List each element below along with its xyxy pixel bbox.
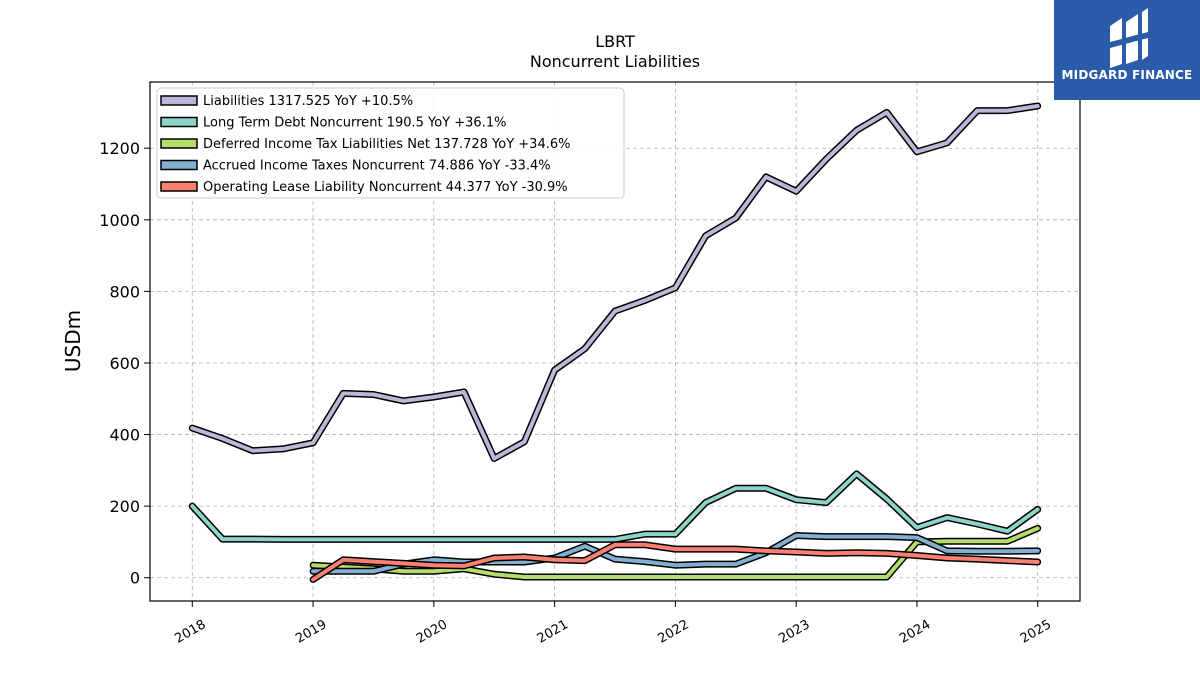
series-line <box>190 104 1040 461</box>
chart-subtitle: Noncurrent Liabilities <box>530 52 700 71</box>
series-line <box>311 533 1040 574</box>
x-tick-label: 2023 <box>776 617 812 647</box>
legend-swatch <box>160 95 198 106</box>
legend-entry: Deferred Income Tax Liabilities Net 137.… <box>203 137 571 152</box>
series-line <box>311 526 1040 579</box>
legend-swatch <box>160 181 198 192</box>
series-1 <box>188 102 1042 462</box>
y-tick-label: 400 <box>109 426 140 445</box>
legend-swatch <box>160 159 198 171</box>
x-tick-label: 2020 <box>414 617 450 647</box>
series-line-outline <box>188 470 1042 543</box>
legend-entry: Long Term Debt Noncurrent 190.5 YoY +36.… <box>203 116 506 131</box>
series-layer <box>188 102 1042 583</box>
brand-name: MIDGARD FINANCE <box>1061 68 1193 82</box>
chart-title: LBRT <box>595 32 635 51</box>
plot-frame <box>149 81 1081 602</box>
legend: Liabilities 1317.525 YoY +10.5% Long Term… <box>156 87 625 199</box>
series-4 <box>309 532 1042 575</box>
brand-logo: MIDGARD FINANCE <box>1054 0 1200 100</box>
legend-entry: Accrued Income Taxes Noncurrent 74.886 Y… <box>203 159 551 174</box>
x-tick-label: 2019 <box>293 617 329 647</box>
legend-swatch <box>160 116 198 128</box>
series-5 <box>309 541 1042 583</box>
legend-entry: Operating Lease Liability Noncurrent 44.… <box>203 180 568 195</box>
legend-entry: Liabilities 1317.525 YoY +10.5% <box>203 94 413 109</box>
y-tick-label: 0 <box>130 569 140 588</box>
y-tick-label: 200 <box>109 497 140 516</box>
logo-mark-icon <box>1110 8 1148 68</box>
legend-box <box>156 87 625 199</box>
x-tick-label: 2025 <box>1018 617 1054 647</box>
series-line <box>311 542 1040 582</box>
x-tick-label: 2022 <box>656 617 692 647</box>
y-axis-label: USDm <box>61 310 85 372</box>
x-tick-label: 2018 <box>172 617 208 647</box>
y-tick-label: 1200 <box>99 139 140 158</box>
y-tick-label: 1000 <box>99 211 140 230</box>
axes: 0 200 400 600 800 1000 1200 2018 2019 2020 2021 202… <box>99 139 1054 647</box>
y-tick-label: 600 <box>109 354 140 373</box>
x-tick-label: 2024 <box>897 617 933 647</box>
series-2 <box>188 470 1042 543</box>
series-line <box>190 471 1040 542</box>
x-tick-label: 2021 <box>535 617 571 647</box>
y-tick-label: 800 <box>109 282 140 301</box>
legend-swatch <box>160 138 198 149</box>
series-3 <box>309 524 1042 581</box>
